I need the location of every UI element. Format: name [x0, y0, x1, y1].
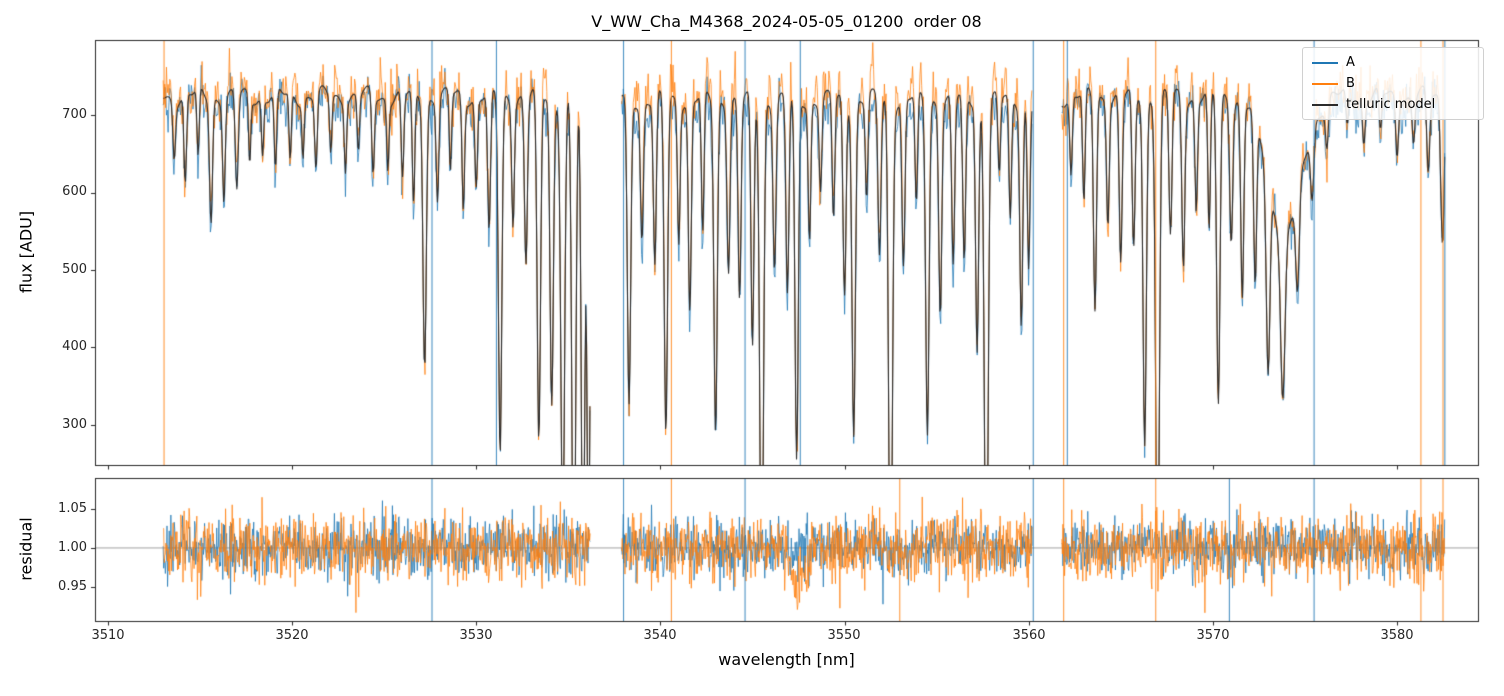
x-tick: 3570 — [1196, 628, 1230, 643]
residual-ytick: 1.00 — [58, 540, 87, 555]
x-tick: 3580 — [1380, 628, 1414, 643]
x-tick: 3540 — [643, 628, 677, 643]
legend-label-a: A — [1346, 55, 1355, 70]
x-tick: 3530 — [459, 628, 493, 643]
residual-y-axis-label: residual — [16, 517, 36, 581]
chart-title: V_WW_Cha_M4368_2024-05-05_01200 order 08 — [591, 12, 982, 31]
legend-line-sample-telluric-model — [1312, 103, 1338, 106]
legend: A B telluric model — [1302, 47, 1484, 120]
legend-label-telluric-model: telluric model — [1346, 97, 1436, 112]
legend-line-sample-b — [1312, 82, 1338, 85]
x-axis-label: wavelength [nm] — [718, 650, 855, 669]
flux-y-axis-label: flux [ADU] — [16, 210, 36, 294]
residual-ytick: 1.05 — [58, 501, 87, 516]
flux-ytick: 500 — [62, 262, 87, 277]
legend-entry-b: B — [1312, 75, 1474, 92]
legend-line-sample-a — [1312, 61, 1338, 64]
legend-label-b: B — [1346, 76, 1355, 91]
flux-ytick: 700 — [62, 107, 87, 122]
x-tick: 3560 — [1012, 628, 1046, 643]
flux-ytick: 300 — [62, 417, 87, 432]
x-tick: 3510 — [91, 628, 125, 643]
legend-entry-telluric-model: telluric model — [1312, 96, 1474, 113]
legend-entry-a: A — [1312, 54, 1474, 71]
flux-ytick: 600 — [62, 184, 87, 199]
x-tick: 3550 — [827, 628, 861, 643]
x-tick: 3520 — [275, 628, 309, 643]
flux-ytick: 400 — [62, 339, 87, 354]
residual-ytick: 0.95 — [58, 579, 87, 594]
